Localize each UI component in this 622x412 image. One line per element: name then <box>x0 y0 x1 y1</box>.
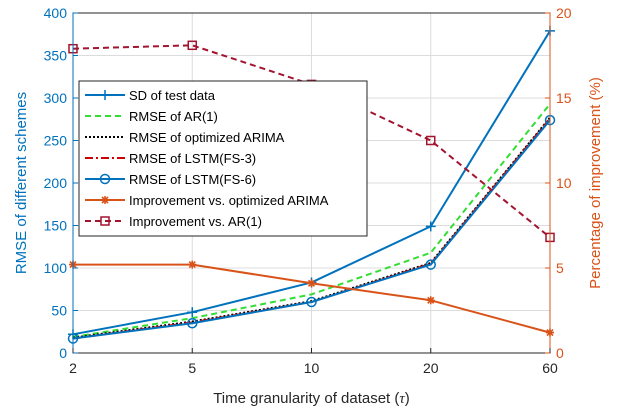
series-2 <box>72 103 551 338</box>
x-axis-label: Time granularity of dataset (τ) <box>213 390 410 407</box>
y-tick-label: 100 <box>44 260 68 276</box>
legend: SD of test data RMSE of AR(1) RMSE of opti… <box>78 80 368 237</box>
legend-label: RMSE of AR(1) <box>129 109 218 124</box>
legend-label: SD of test data <box>129 88 216 103</box>
y2-tick-label: 0 <box>556 345 564 361</box>
y2-tick-label: 15 <box>556 90 572 106</box>
legend-label: Improvement vs. optimized ARIMA <box>129 193 329 208</box>
data-point <box>425 259 436 270</box>
x-tick-label: 60 <box>542 360 558 376</box>
y-axis-label: RMSE of different schemes <box>13 92 30 274</box>
y-tick-label: 300 <box>44 90 68 106</box>
x-tick-label: 2 <box>69 360 77 376</box>
legend-label: Improvement vs. AR(1) <box>129 214 262 229</box>
data-point <box>426 296 435 305</box>
y-tick-label: 150 <box>44 218 68 234</box>
y-tick-label: 250 <box>44 133 68 149</box>
y-tick-label: 200 <box>44 175 68 191</box>
data-point <box>426 135 436 146</box>
y-tick-label: 400 <box>44 5 68 21</box>
data-point <box>188 260 197 269</box>
x-tick-label: 5 <box>188 360 196 376</box>
y2-tick-label: 20 <box>556 5 572 21</box>
series-line <box>72 103 551 338</box>
x-tick-label: 10 <box>304 360 320 376</box>
legend-label: RMSE of LSTM(FS-3) <box>129 151 256 166</box>
legend-marker <box>101 196 109 204</box>
data-point <box>306 296 317 308</box>
legend-marker <box>99 173 111 185</box>
legend-box <box>78 80 368 237</box>
legend-label: RMSE of LSTM(FS-6) <box>129 172 256 187</box>
y-tick-label: 0 <box>59 345 67 361</box>
data-point <box>307 279 316 288</box>
data-point <box>187 40 197 51</box>
series-line <box>72 119 551 340</box>
y2-tick-label: 5 <box>556 260 564 276</box>
y2-tick-label: 10 <box>556 175 572 191</box>
legend-marker <box>100 216 110 226</box>
legend-marker <box>100 90 110 100</box>
y-tick-label: 350 <box>44 48 68 64</box>
data-point <box>425 221 436 232</box>
data-point <box>187 307 198 318</box>
y2-axis-label: Percentage of improvement (%) <box>587 77 604 289</box>
legend-label: RMSE of optimized ARIMA <box>129 130 285 145</box>
data-point <box>187 318 198 329</box>
x-tick-label: 20 <box>423 360 439 376</box>
y-tick-label: 50 <box>51 303 67 319</box>
